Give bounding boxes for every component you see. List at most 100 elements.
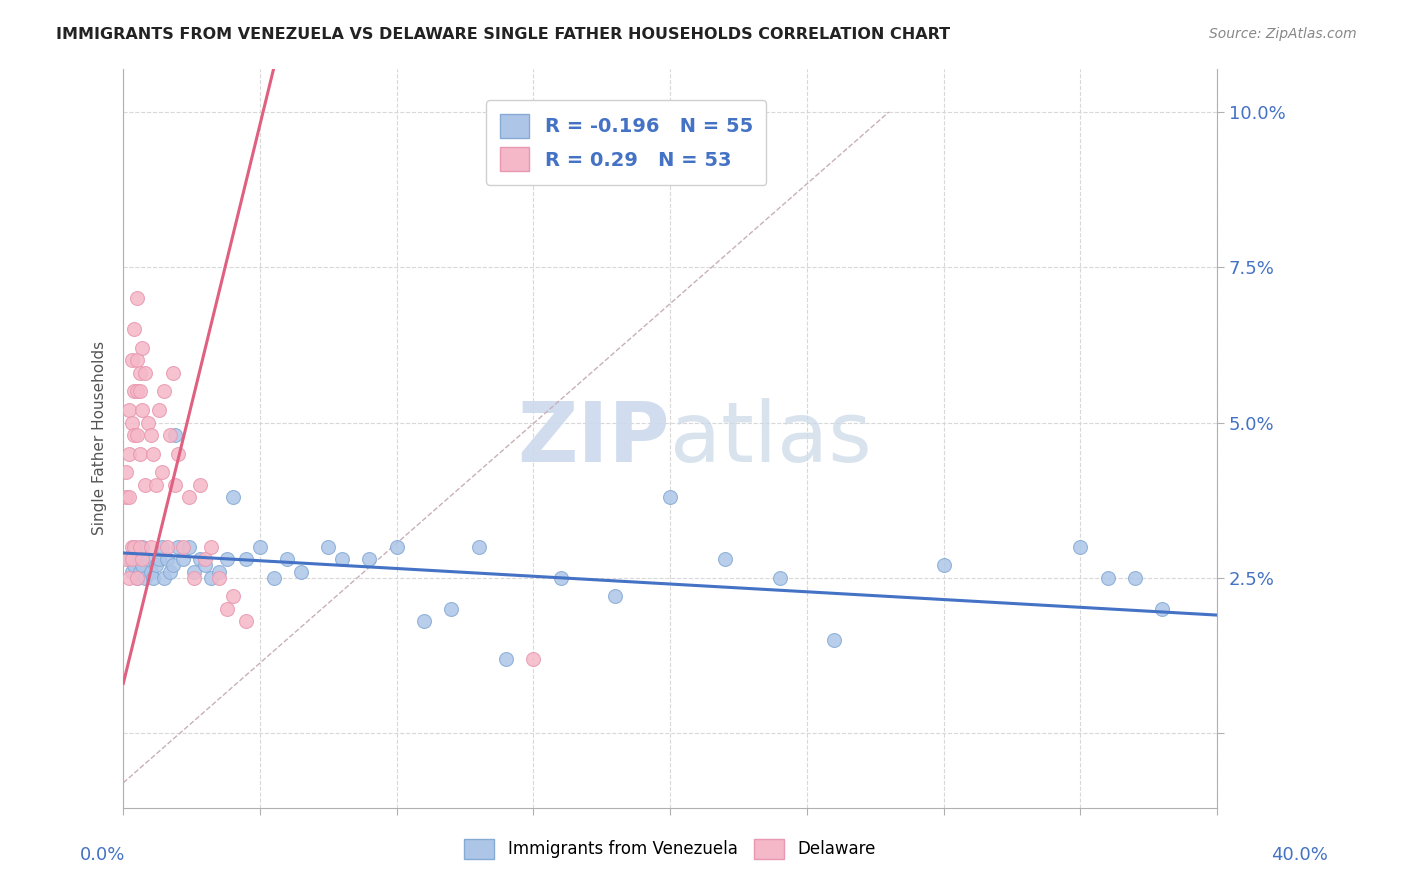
Point <box>156 540 179 554</box>
Point <box>159 428 181 442</box>
Point <box>172 540 194 554</box>
Point <box>142 571 165 585</box>
Point <box>200 540 222 554</box>
Point <box>276 552 298 566</box>
Point <box>359 552 381 566</box>
Point <box>125 571 148 585</box>
Point <box>121 565 143 579</box>
Point <box>136 416 159 430</box>
Point <box>134 571 156 585</box>
Point <box>122 540 145 554</box>
Point <box>221 590 243 604</box>
Point <box>1123 571 1146 585</box>
Point <box>121 540 143 554</box>
Point <box>139 565 162 579</box>
Point <box>145 477 167 491</box>
Point <box>208 571 231 585</box>
Y-axis label: Single Father Households: Single Father Households <box>93 341 107 535</box>
Point <box>659 490 682 504</box>
Point <box>1097 571 1119 585</box>
Point <box>128 447 150 461</box>
Point <box>125 291 148 305</box>
Point <box>221 490 243 504</box>
Point <box>122 384 145 399</box>
Point <box>128 565 150 579</box>
Point <box>115 490 138 504</box>
Point <box>131 403 153 417</box>
Point <box>249 540 271 554</box>
Point <box>177 490 200 504</box>
Point <box>194 558 217 573</box>
Point <box>1152 602 1174 616</box>
Point <box>118 571 141 585</box>
Point <box>122 322 145 336</box>
Point <box>172 552 194 566</box>
Point <box>605 590 627 604</box>
Point <box>118 403 141 417</box>
Point <box>188 552 211 566</box>
Point <box>385 540 408 554</box>
Point <box>165 477 187 491</box>
Point <box>131 552 153 566</box>
Point <box>118 552 141 566</box>
Point <box>177 540 200 554</box>
Point <box>183 565 205 579</box>
Point <box>128 366 150 380</box>
Point <box>115 552 138 566</box>
Point <box>162 558 184 573</box>
Point <box>156 552 179 566</box>
Point <box>208 565 231 579</box>
Point <box>150 465 173 479</box>
Point <box>235 552 257 566</box>
Point <box>550 571 572 585</box>
Point <box>495 651 517 665</box>
Point <box>263 571 285 585</box>
Point <box>413 615 436 629</box>
Point <box>200 571 222 585</box>
Text: 0.0%: 0.0% <box>80 846 125 863</box>
Point <box>142 447 165 461</box>
Point <box>128 540 150 554</box>
Point <box>440 602 463 616</box>
Point <box>121 552 143 566</box>
Point <box>235 615 257 629</box>
Point <box>162 366 184 380</box>
Point <box>153 384 176 399</box>
Point <box>122 428 145 442</box>
Text: Source: ZipAtlas.com: Source: ZipAtlas.com <box>1209 27 1357 41</box>
Point <box>183 571 205 585</box>
Point <box>139 428 162 442</box>
Point <box>217 602 239 616</box>
Point <box>823 632 845 647</box>
Point <box>121 416 143 430</box>
Text: 40.0%: 40.0% <box>1271 846 1327 863</box>
Point <box>330 552 353 566</box>
Point <box>714 552 737 566</box>
Point <box>128 384 150 399</box>
Point <box>136 552 159 566</box>
Point <box>1069 540 1091 554</box>
Point <box>290 565 312 579</box>
Point <box>125 552 148 566</box>
Point <box>134 366 156 380</box>
Point <box>122 558 145 573</box>
Point <box>153 571 176 585</box>
Point <box>188 477 211 491</box>
Point <box>318 540 340 554</box>
Point <box>932 558 955 573</box>
Point <box>125 384 148 399</box>
Point <box>131 558 153 573</box>
Point <box>121 353 143 368</box>
Point <box>167 447 190 461</box>
Point <box>134 477 156 491</box>
Point <box>768 571 790 585</box>
Point <box>139 540 162 554</box>
Point <box>131 540 153 554</box>
Text: atlas: atlas <box>671 398 872 479</box>
Point <box>217 552 239 566</box>
Point <box>145 558 167 573</box>
Point <box>468 540 491 554</box>
Point <box>194 552 217 566</box>
Point <box>122 540 145 554</box>
Point <box>131 341 153 355</box>
